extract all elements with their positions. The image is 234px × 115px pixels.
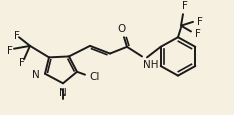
Text: N: N — [59, 87, 67, 97]
Text: O: O — [118, 24, 126, 34]
Text: Cl: Cl — [89, 71, 99, 81]
Text: N: N — [32, 70, 40, 79]
Text: F: F — [182, 1, 188, 11]
Text: F: F — [14, 31, 20, 41]
Text: F: F — [197, 17, 203, 27]
Text: F: F — [19, 58, 25, 68]
Text: F: F — [7, 45, 13, 55]
Text: NH: NH — [143, 60, 158, 70]
Text: F: F — [195, 29, 201, 39]
